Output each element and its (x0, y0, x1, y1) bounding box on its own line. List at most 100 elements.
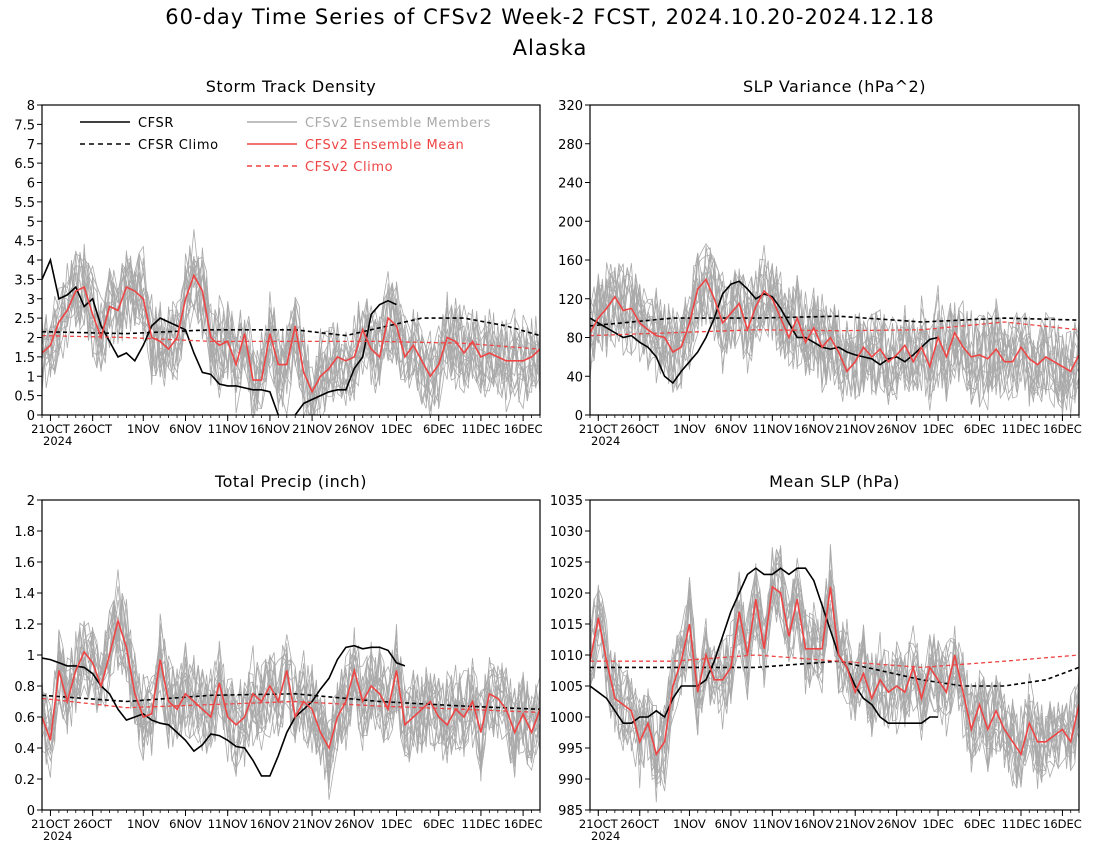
x-tick-label: 6DEC (423, 817, 454, 831)
x-tick-label: 21NOV (835, 817, 875, 831)
x-tick-label: 21NOV (292, 422, 332, 436)
x-tick-label: 6DEC (964, 422, 995, 436)
y-tick-label: 2 (27, 494, 35, 509)
y-tick-label: 6.5 (14, 157, 35, 172)
plot-area (42, 229, 540, 415)
x-tick-label: 11DEC (462, 817, 501, 831)
x-tick-label: 1DEC (922, 817, 953, 831)
y-tick-label: 0 (27, 804, 35, 819)
x-tick-label: 11DEC (1002, 422, 1041, 436)
y-tick-label: 0.5 (14, 390, 35, 405)
series-cfsv2-climo (590, 654, 1079, 669)
x-tick-label: 16NOV (250, 817, 290, 831)
ensemble-member-line (42, 257, 540, 415)
ensemble-member-line (42, 229, 540, 412)
y-tick-label: 990 (558, 773, 583, 788)
y-tick-label: 0.8 (14, 680, 35, 695)
x-tick-label: 6NOV (715, 817, 748, 831)
y-tick-label: 240 (558, 177, 583, 192)
y-tick-label: 2 (27, 332, 35, 347)
series-cfsv2-climo (590, 321, 1079, 337)
x-tick-label: 11NOV (208, 817, 248, 831)
y-tick-label: 6 (27, 177, 35, 192)
x-year-label: 2024 (43, 829, 72, 843)
y-tick-label: 1.4 (14, 587, 35, 602)
series-cfsr-climo (42, 317, 540, 337)
x-year-label: 2024 (591, 829, 620, 843)
y-tick-label: 160 (558, 254, 583, 269)
y-tick-label: 1015 (550, 618, 583, 633)
series-cfsr (42, 644, 406, 777)
ensemble-member-line (590, 264, 1079, 404)
y-tick-label: 40 (566, 370, 583, 385)
y-tick-label: 1035 (550, 494, 583, 509)
x-tick-label: 6NOV (169, 422, 202, 436)
chart-legend: CFSR CFSR Climo CFSv2 Ensemble Members CFSv… (80, 116, 491, 175)
x-tick-label: 16NOV (794, 422, 834, 436)
series-cfsv2-climo (42, 334, 540, 350)
series-ens-mean (590, 585, 1079, 757)
series-ens-mean (42, 617, 540, 751)
series-cfsr (590, 280, 939, 385)
plot-area (42, 569, 540, 800)
x-tick-label: 26OCT (620, 817, 660, 831)
x-tick-label: 6DEC (423, 422, 454, 436)
x-tick-label: 16DEC (1043, 817, 1082, 831)
x-tick-label: 16DEC (504, 817, 543, 831)
series-cfsv2-climo (42, 697, 540, 714)
ensemble-member-line (42, 599, 540, 758)
ensemble-member-line (590, 254, 1079, 408)
x-tick-label: 1NOV (127, 817, 160, 831)
y-tick-label: 985 (558, 804, 583, 819)
x-tick-label: 21NOV (835, 422, 875, 436)
y-tick-label: 0 (575, 409, 583, 424)
y-tick-label: 4.5 (14, 235, 35, 250)
legend-label: CFSv2 Ensemble Members (305, 116, 491, 131)
x-tick-label: 26OCT (73, 422, 113, 436)
y-tick-label: 7.5 (14, 118, 35, 133)
y-tick-label: 1020 (550, 587, 583, 602)
chart-panel-4: Mean SLP (hPa) 985 990 995 1000 1005 1010 1015 1… (550, 472, 1082, 843)
y-tick-label: 200 (558, 215, 583, 230)
x-tick-label: 26NOV (334, 817, 374, 831)
x-tick-label: 6DEC (964, 817, 995, 831)
y-tick-label: 3.5 (14, 273, 35, 288)
ensemble-member-line (590, 243, 1079, 409)
x-tick-label: 21OCT (31, 422, 71, 436)
legend-label: CFSR (138, 116, 174, 131)
x-tick-label: 1NOV (127, 422, 160, 436)
series-cfsr-climo (42, 692, 540, 711)
y-tick-label: 1 (27, 649, 35, 664)
y-tick-label: 1030 (550, 525, 583, 540)
x-tick-label: 6NOV (169, 817, 202, 831)
x-tick-label: 11NOV (752, 422, 792, 436)
y-tick-label: 2.5 (14, 312, 35, 327)
series-cfsr-climo (590, 315, 1079, 327)
x-tick-label: 1DEC (381, 817, 412, 831)
x-tick-label: 21OCT (579, 422, 619, 436)
x-tick-label: 1NOV (673, 817, 706, 831)
page-subtitle: Alaska (512, 36, 588, 60)
y-tick-label: 120 (558, 293, 583, 308)
y-tick-label: 1000 (550, 711, 583, 726)
y-tick-label: 1.5 (14, 351, 35, 366)
y-tick-label: 320 (558, 99, 583, 114)
series-ens-mean (590, 277, 1079, 373)
y-tick-label: 1025 (550, 556, 583, 571)
x-tick-label: 26NOV (877, 422, 917, 436)
y-tick-label: 1005 (550, 680, 583, 695)
legend-label: CFSv2 Ensemble Mean (305, 138, 464, 153)
x-tick-label: 1DEC (922, 422, 953, 436)
ensemble-member-line (590, 578, 1079, 786)
y-tick-label: 1010 (550, 649, 583, 664)
page-title: 60-day Time Series of CFSv2 Week-2 FCST,… (165, 5, 935, 29)
y-tick-label: 0.4 (14, 742, 35, 757)
x-tick-label: 11DEC (1002, 817, 1041, 831)
x-tick-label: 21NOV (292, 817, 332, 831)
chart-title: SLP Variance (hPa^2) (743, 77, 926, 96)
x-tick-label: 26OCT (620, 422, 660, 436)
legend-label: CFSR Climo (138, 138, 219, 153)
y-tick-label: 280 (558, 138, 583, 153)
y-tick-label: 80 (566, 332, 583, 347)
